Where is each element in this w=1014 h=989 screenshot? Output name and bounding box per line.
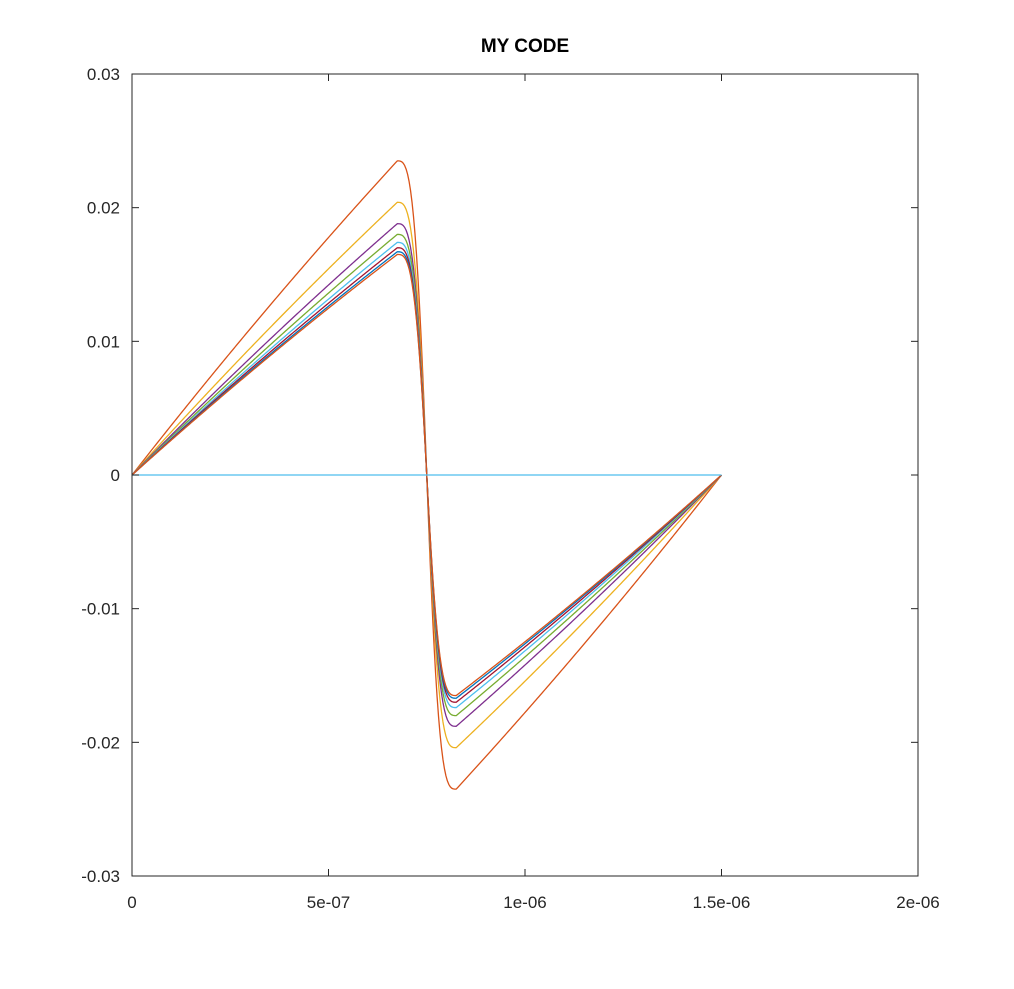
x-tick-label: 5e-07 <box>307 893 350 912</box>
x-tick-label: 2e-06 <box>896 893 939 912</box>
y-tick-label: 0 <box>111 466 120 485</box>
x-tick-label: 0 <box>127 893 136 912</box>
x-tick-label: 1e-06 <box>503 893 546 912</box>
chart-title: MY CODE <box>481 36 569 57</box>
y-tick-label: 0.03 <box>87 65 120 84</box>
y-tick-label: 0.01 <box>87 332 120 351</box>
y-tick-label: -0.02 <box>81 733 120 752</box>
y-tick-label: -0.03 <box>81 867 120 886</box>
axes-layer: 0 5e-07 1e-06 1.5e-06 2e-06 0.03 0.02 0.01 0 -0.0… <box>81 65 939 912</box>
y-tick-label: 0.02 <box>87 199 120 218</box>
series-layer <box>131 160 723 790</box>
x-tick-label: 1.5e-06 <box>693 893 751 912</box>
y-tick-label: -0.01 <box>81 600 120 619</box>
